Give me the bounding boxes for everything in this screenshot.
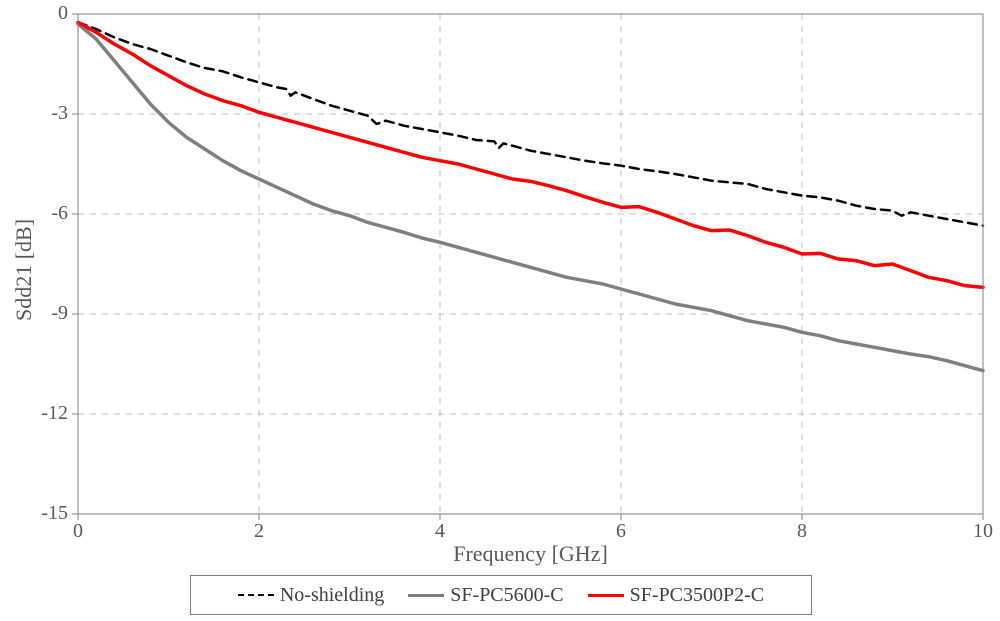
legend-swatch	[408, 594, 444, 597]
x-tick-label: 8	[782, 520, 822, 543]
plot-svg	[0, 0, 1000, 621]
x-tick-label: 10	[963, 520, 1000, 543]
y-tick-label: -6	[28, 202, 68, 225]
legend-swatch	[238, 594, 274, 596]
legend-item: No-shielding	[238, 584, 384, 607]
legend: No-shielding SF-PC5600-C SF-PC3500P2-C	[190, 575, 812, 615]
x-tick-label: 2	[239, 520, 279, 543]
y-tick-label: 0	[28, 2, 68, 25]
x-tick-label: 6	[601, 520, 641, 543]
y-axis-title: Sdd21 [dB]	[14, 0, 34, 540]
y-tick-label: -9	[28, 302, 68, 325]
legend-item: SF-PC5600-C	[408, 584, 563, 607]
legend-item: SF-PC3500P2-C	[588, 584, 765, 607]
y-tick-label: -12	[28, 402, 68, 425]
x-tick-label: 4	[420, 520, 460, 543]
legend-label: No-shielding	[280, 584, 384, 607]
x-tick-label: 0	[58, 520, 98, 543]
x-axis-title: Frequency [GHz]	[78, 541, 983, 567]
legend-label: SF-PC3500P2-C	[630, 584, 765, 607]
legend-swatch	[588, 594, 624, 597]
legend-label: SF-PC5600-C	[450, 584, 563, 607]
chart-container: Sdd21 [dB] Frequency [GHz] 0-3-6-9-12-15…	[0, 0, 1000, 621]
y-tick-label: -3	[28, 102, 68, 125]
